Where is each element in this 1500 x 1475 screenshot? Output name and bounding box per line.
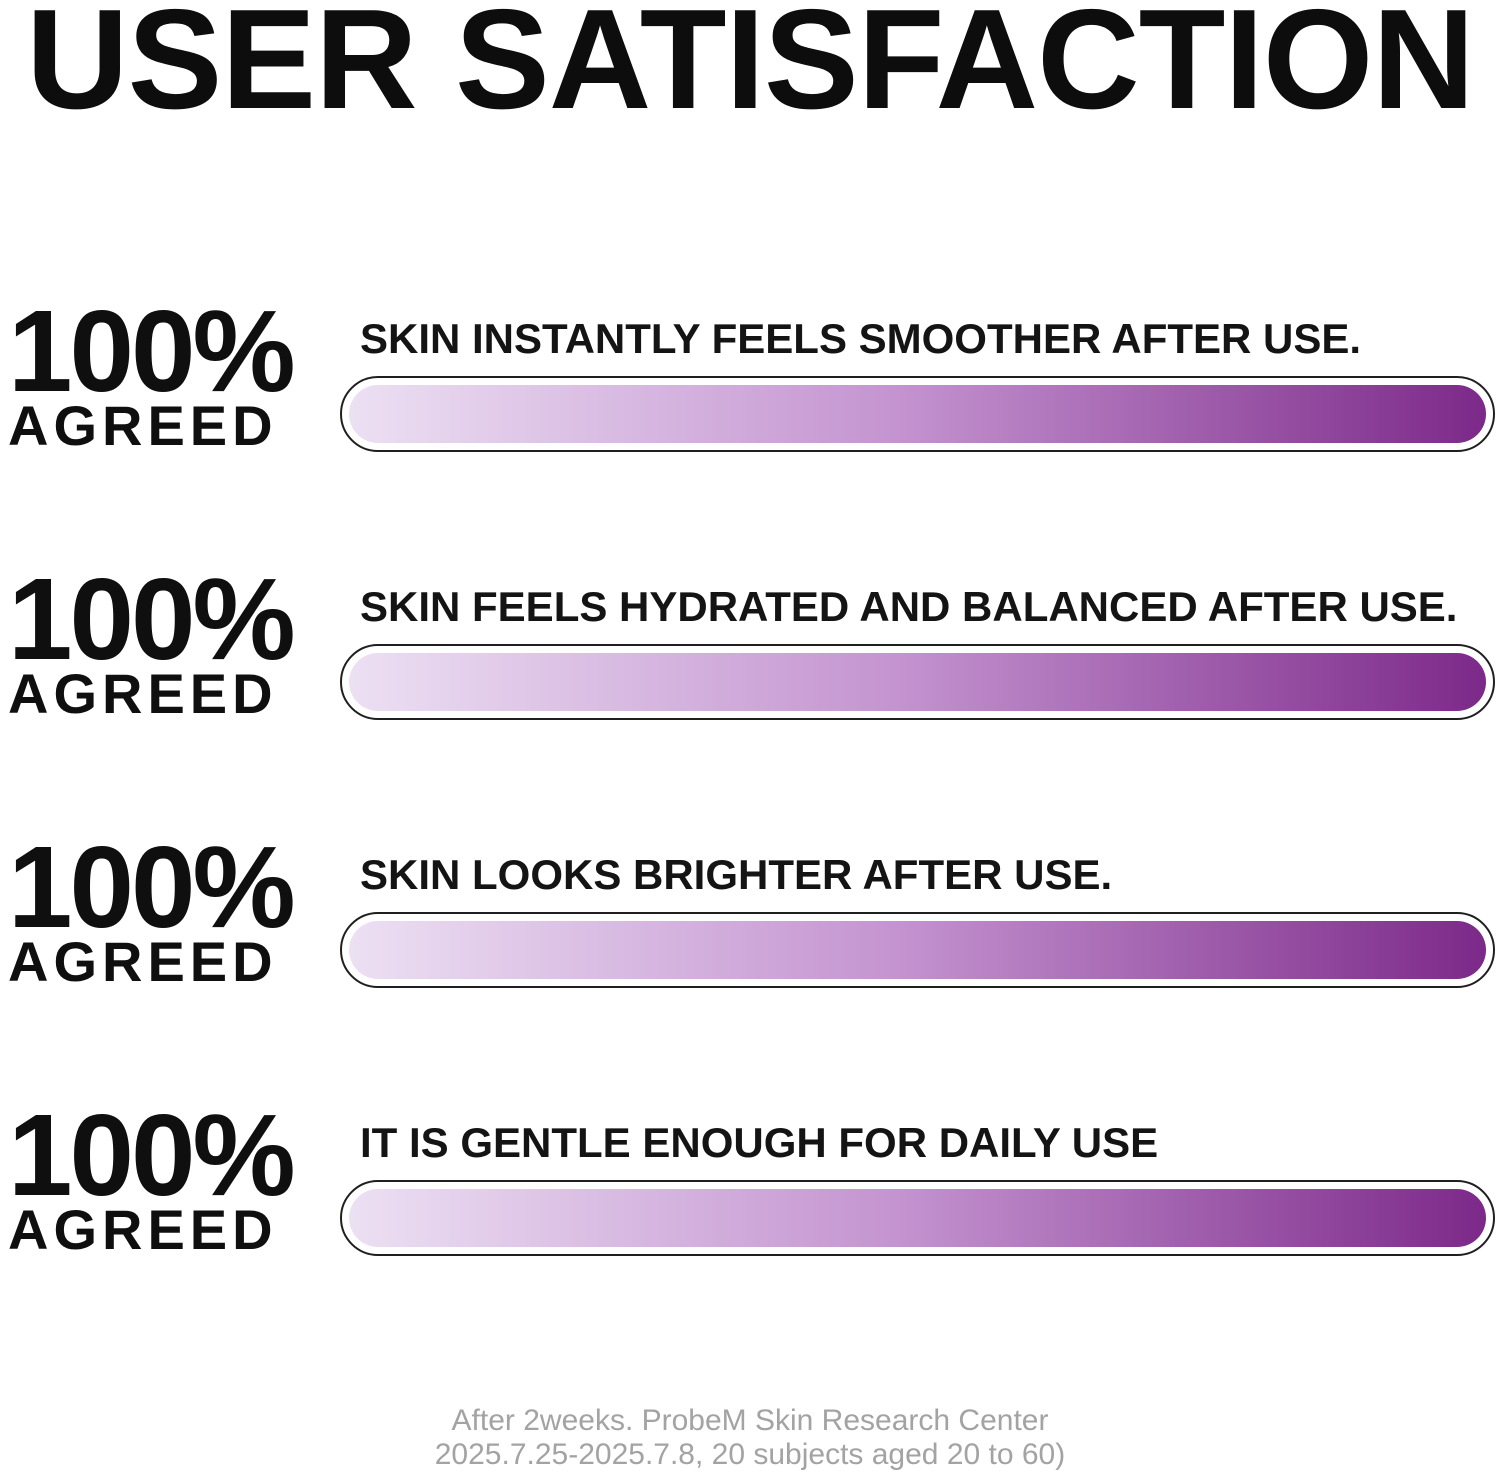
satisfaction-bar-track (340, 644, 1495, 720)
statement-text: IT IS GENTLE ENOUGH FOR DAILY USE (360, 1119, 1159, 1166)
percent-value: 100% (8, 286, 296, 416)
footnote-line-1: After 2weeks. ProbeM Skin Research Cente… (451, 1404, 1049, 1437)
agreed-label: AGREED (8, 662, 278, 725)
statement-text: SKIN INSTANTLY FEELS SMOOTHER AFTER USE. (360, 315, 1362, 362)
page-title: USER SATISFACTION (26, 0, 1475, 139)
satisfaction-bar-track (340, 376, 1495, 452)
score-block: 100% AGREED (8, 822, 308, 993)
bar-block: SKIN FEELS HYDRATED AND BALANCED AFTER U… (340, 579, 1495, 779)
score-block: 100% AGREED (8, 1090, 308, 1261)
percent-value: 100% (8, 1090, 296, 1220)
satisfaction-row-4: 100% AGREED IT IS GENTLE ENOUGH FOR DAIL… (0, 1090, 1500, 1315)
satisfaction-bar-fill (349, 385, 1486, 443)
agreed-label: AGREED (8, 930, 278, 993)
bar-block: SKIN LOOKS BRIGHTER AFTER USE. (340, 847, 1495, 1047)
statement-text: SKIN LOOKS BRIGHTER AFTER USE. (360, 851, 1113, 898)
satisfaction-bar-fill (349, 1189, 1486, 1247)
satisfaction-bar-track (340, 912, 1495, 988)
satisfaction-bar-fill (349, 653, 1486, 711)
satisfaction-bar-track (340, 1180, 1495, 1256)
study-footnote: After 2weeks. ProbeM Skin Research Cente… (0, 1404, 1500, 1472)
statement-text: SKIN FEELS HYDRATED AND BALANCED AFTER U… (360, 583, 1458, 630)
bar-block: SKIN INSTANTLY FEELS SMOOTHER AFTER USE. (340, 311, 1495, 511)
percent-value: 100% (8, 554, 296, 684)
percent-value: 100% (8, 822, 296, 952)
satisfaction-row-3: 100% AGREED SKIN LOOKS BRIGHTER AFTER US… (0, 822, 1500, 1047)
satisfaction-bar-fill (349, 921, 1486, 979)
footnote-line-2: 2025.7.25-2025.7.8, 20 subjects aged 20 … (434, 1438, 1066, 1471)
bar-block: IT IS GENTLE ENOUGH FOR DAILY USE (340, 1115, 1495, 1315)
score-block: 100% AGREED (8, 554, 308, 725)
agreed-label: AGREED (8, 394, 278, 457)
score-block: 100% AGREED (8, 286, 308, 457)
satisfaction-row-1: 100% AGREED SKIN INSTANTLY FEELS SMOOTHE… (0, 286, 1500, 511)
satisfaction-row-2: 100% AGREED SKIN FEELS HYDRATED AND BALA… (0, 554, 1500, 779)
agreed-label: AGREED (8, 1198, 278, 1261)
